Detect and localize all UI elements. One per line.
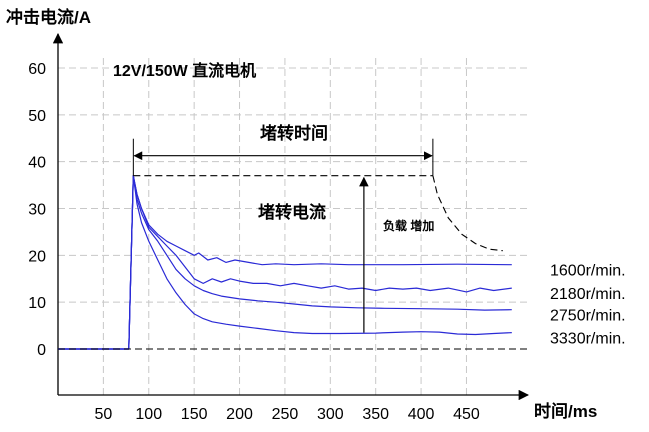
series-line (58, 175, 512, 350)
series-label: 1600r/min. (550, 263, 626, 280)
y-tick-label: 50 (28, 108, 46, 125)
chart-title: 12V/150W 直流电机 (113, 61, 256, 80)
stall-decay-curve (432, 175, 503, 252)
y-tick-label: 30 (28, 202, 46, 219)
series-line (58, 175, 512, 350)
y-tick-label: 20 (28, 248, 46, 265)
x-tick-label: 400 (408, 406, 435, 423)
series-label: 2180r/min. (550, 286, 626, 303)
x-tick-label: 150 (181, 406, 208, 423)
chart-text: 冲击电流/A 时间/ms 12V/150W 直流电机 堵转时间 堵转电流 负载 … (6, 7, 626, 423)
series-line (58, 175, 512, 350)
x-axis-label: 时间/ms (534, 401, 597, 421)
x-tick-label: 200 (226, 406, 253, 423)
x-tick-label: 350 (362, 406, 389, 423)
axes (52, 32, 530, 401)
stall-current-label: 堵转电流 (258, 202, 326, 222)
annotations (58, 138, 530, 350)
y-tick-label: 40 (28, 155, 46, 172)
y-tick-label: 10 (28, 295, 46, 312)
series-label: 3330r/min. (550, 331, 626, 348)
x-tick-label: 250 (272, 406, 299, 423)
x-tick-label: 100 (135, 406, 162, 423)
y-tick-label: 0 (37, 342, 46, 359)
x-tick-label: 300 (317, 406, 344, 423)
series-lines (58, 175, 512, 350)
series-label: 2750r/min. (550, 308, 626, 325)
stall-time-label: 堵转时间 (260, 123, 328, 143)
x-tick-label: 450 (453, 406, 480, 423)
x-tick-label: 50 (94, 406, 112, 423)
y-tick-label: 60 (28, 61, 46, 78)
y-axis-label: 冲击电流/A (6, 7, 91, 27)
load-increase-label: 负载 增加 (383, 218, 434, 233)
